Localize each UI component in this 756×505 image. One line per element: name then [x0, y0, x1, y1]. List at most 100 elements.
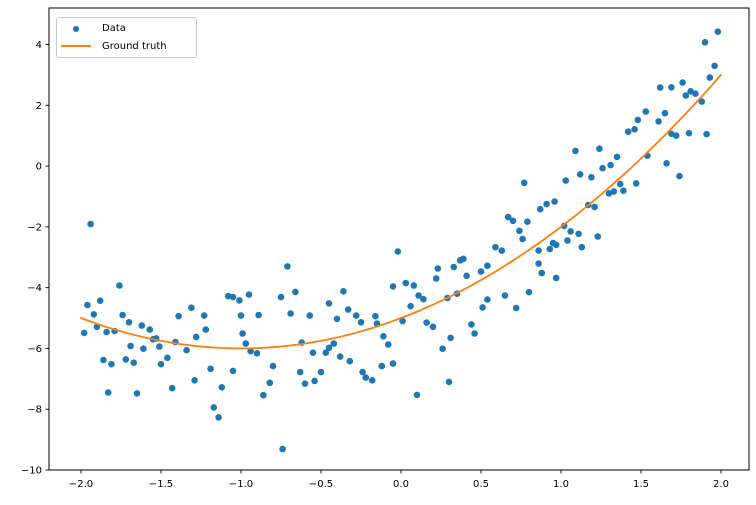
data-point: [140, 345, 147, 353]
data-point: [146, 326, 154, 333]
x-tick-label: −2.0: [69, 479, 93, 490]
data-point: [520, 179, 528, 187]
data-point: [237, 312, 245, 319]
legend: Data Ground truth: [56, 17, 197, 58]
data-point: [245, 291, 253, 298]
data-point: [434, 265, 442, 272]
data-point: [656, 84, 664, 91]
data-point: [439, 345, 446, 353]
data-point: [116, 282, 123, 289]
data-point: [631, 126, 638, 133]
x-tick-label: −1.0: [229, 479, 253, 490]
data-point: [284, 263, 291, 270]
data-point: [551, 198, 558, 205]
data-point: [333, 315, 341, 323]
data-point: [685, 129, 693, 137]
x-tick-label: −1.5: [149, 479, 173, 490]
data-point: [572, 147, 579, 155]
data-point: [119, 311, 126, 319]
data-point: [447, 334, 454, 342]
data-point: [192, 333, 200, 341]
data-point: [509, 217, 517, 225]
data-point: [84, 301, 91, 309]
data-point: [80, 329, 88, 337]
data-point: [164, 354, 171, 362]
data-point: [546, 245, 554, 253]
data-point: [701, 39, 709, 46]
data-point: [103, 328, 110, 336]
data-point: [668, 84, 675, 91]
data-point: [236, 297, 243, 304]
data-point: [613, 153, 621, 161]
x-tick-label: −0.5: [309, 479, 333, 490]
data-point: [127, 342, 134, 350]
data-point: [253, 350, 261, 357]
data-point: [676, 172, 683, 180]
legend-item-ground-truth: Ground truth: [57, 38, 196, 54]
data-point: [538, 269, 546, 277]
data-point: [207, 365, 214, 373]
data-point: [359, 368, 366, 376]
legend-label-data: Data: [102, 23, 126, 35]
data-point: [229, 293, 237, 301]
data-point: [130, 359, 138, 367]
data-point: [380, 333, 387, 340]
data-point: [87, 220, 94, 228]
data-point: [413, 391, 421, 399]
data-point: [410, 282, 418, 289]
data-point: [325, 300, 333, 307]
data-point: [479, 304, 486, 311]
data-point: [384, 341, 392, 348]
data-point: [357, 319, 365, 326]
y-tick-label: −10: [21, 466, 42, 477]
data-point: [607, 161, 614, 169]
ground-truth-line-icon: [61, 45, 91, 48]
data-point: [687, 88, 694, 95]
data-point: [90, 311, 98, 318]
data-point: [714, 28, 722, 35]
data-point: [536, 205, 544, 213]
data-point: [122, 356, 130, 363]
data-point: [346, 357, 354, 365]
data-point: [420, 295, 427, 303]
data-point: [108, 360, 115, 368]
data-point: [138, 322, 146, 329]
data-point: [202, 326, 210, 333]
data-point: [632, 180, 640, 187]
data-point: [255, 311, 262, 319]
data-point: [468, 321, 475, 328]
data-point: [372, 312, 379, 320]
data-point: [432, 275, 440, 282]
y-tick-label: 4: [36, 40, 42, 51]
data-point: [504, 213, 512, 221]
data-point: [588, 174, 595, 181]
data-point: [492, 243, 499, 251]
y-tick-label: −2: [27, 222, 42, 233]
data-point: [218, 384, 226, 391]
data-point: [543, 200, 550, 208]
ground-truth-curve: [80, 74, 722, 350]
data-point: [578, 243, 586, 251]
y-tick-label: 2: [36, 101, 42, 112]
data-point: [175, 312, 182, 320]
data-point: [96, 297, 104, 305]
data-point: [516, 227, 523, 235]
legend-item-data: Data: [57, 21, 196, 37]
data-point: [279, 445, 286, 453]
data-point: [133, 390, 141, 397]
data-point: [663, 160, 670, 167]
x-tick-label: 0.5: [473, 479, 489, 490]
x-axis: −2.0 −1.5 −1.0 −0.5 0.0 0.5 1.0 1.5 2.0: [69, 470, 729, 490]
data-point: [311, 377, 318, 385]
y-axis: 4 2 0 −2 −4 −6 −8 −10: [21, 40, 49, 477]
x-tick-label: 1.5: [633, 479, 649, 490]
data-point: [309, 349, 317, 357]
data-point: [104, 389, 112, 396]
data-point: [703, 130, 710, 138]
data-point: [168, 384, 176, 392]
x-tick-label: 1.0: [553, 479, 569, 490]
data-point: [596, 145, 603, 152]
data-point: [330, 340, 338, 347]
data-point: [125, 319, 133, 326]
